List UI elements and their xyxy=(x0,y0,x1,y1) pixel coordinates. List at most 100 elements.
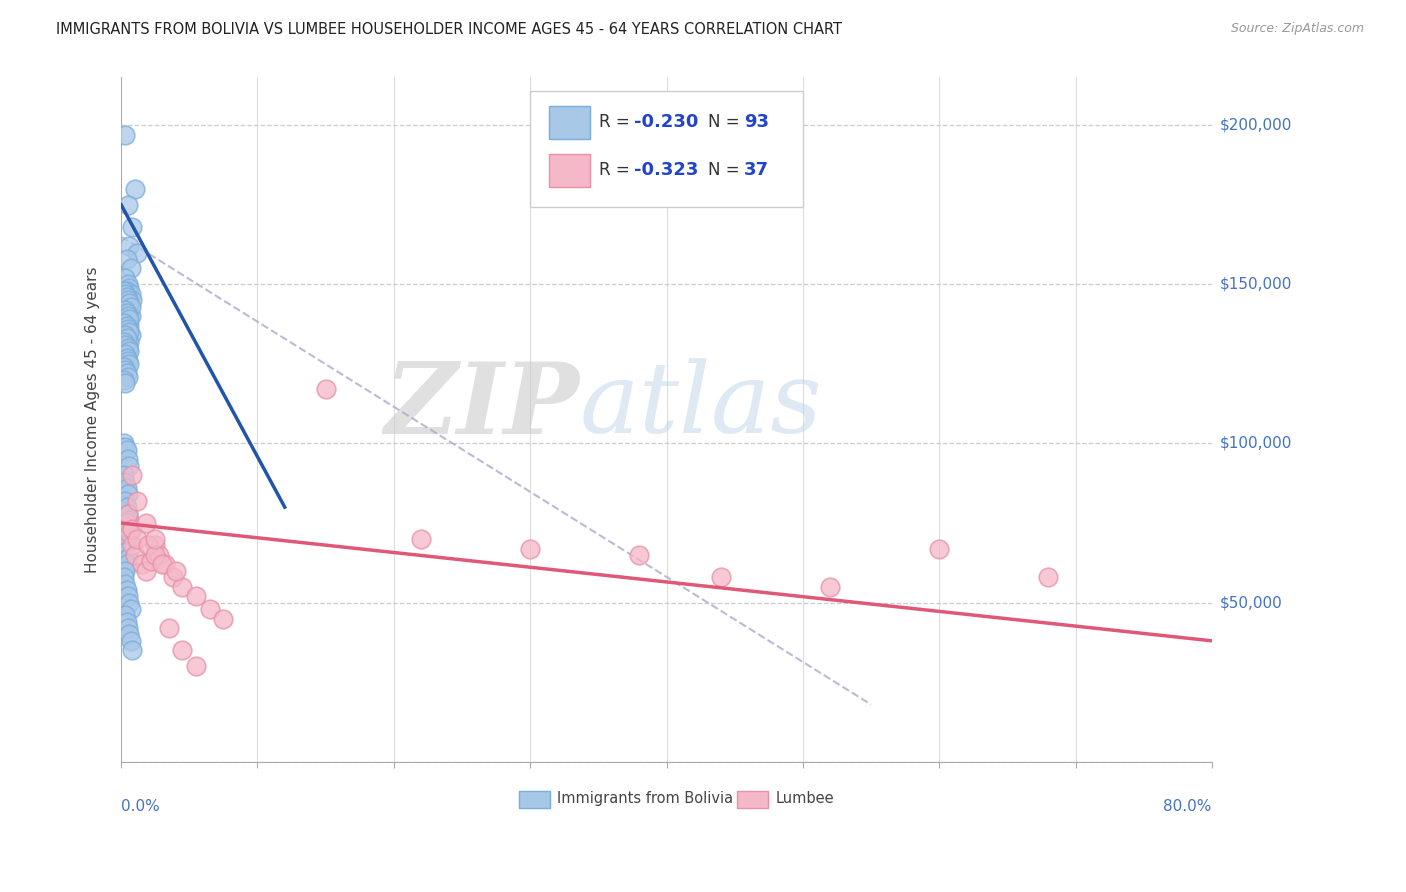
Point xyxy=(118,312,141,326)
Point xyxy=(172,580,194,594)
Point xyxy=(115,367,138,381)
Point xyxy=(112,519,135,533)
Point xyxy=(114,363,136,377)
Text: 37: 37 xyxy=(744,161,769,178)
Point xyxy=(112,334,135,349)
Text: 80.0%: 80.0% xyxy=(1164,799,1212,814)
Point xyxy=(118,344,141,359)
Point xyxy=(124,548,146,562)
Point xyxy=(120,633,142,648)
Point xyxy=(172,643,194,657)
Text: N =: N = xyxy=(709,113,745,131)
Point xyxy=(112,316,135,330)
Point xyxy=(135,516,157,530)
Point xyxy=(115,481,138,495)
Point xyxy=(184,589,207,603)
Point xyxy=(139,554,162,568)
Point xyxy=(143,548,166,562)
Point xyxy=(115,331,138,345)
Point xyxy=(121,468,143,483)
Point xyxy=(120,261,142,276)
Point xyxy=(114,608,136,623)
Point xyxy=(114,576,136,591)
Point xyxy=(114,376,136,390)
Point xyxy=(114,493,136,508)
Point xyxy=(114,347,136,361)
Text: R =: R = xyxy=(599,161,636,178)
Point xyxy=(115,300,138,314)
Point xyxy=(135,564,157,578)
Point xyxy=(115,500,138,515)
Text: $150,000: $150,000 xyxy=(1220,277,1292,292)
Point xyxy=(117,293,139,308)
Point xyxy=(162,570,184,584)
Point xyxy=(115,582,138,597)
Point xyxy=(117,198,139,212)
Point xyxy=(112,538,135,552)
Point xyxy=(117,621,139,635)
Point xyxy=(114,545,136,559)
Point xyxy=(118,525,141,540)
Point xyxy=(118,325,141,339)
Text: atlas: atlas xyxy=(579,359,823,453)
Text: $50,000: $50,000 xyxy=(1220,595,1282,610)
Y-axis label: Householder Income Ages 45 - 64 years: Householder Income Ages 45 - 64 years xyxy=(86,267,100,573)
Point xyxy=(315,383,337,397)
Point xyxy=(148,548,170,562)
Point xyxy=(131,558,153,572)
Text: ZIP: ZIP xyxy=(384,358,579,454)
Point xyxy=(112,436,135,450)
Point xyxy=(409,532,432,546)
Text: N =: N = xyxy=(709,161,745,178)
Point xyxy=(117,589,139,603)
Point xyxy=(114,525,136,540)
Point xyxy=(117,369,139,384)
Point xyxy=(118,627,141,641)
Point xyxy=(138,538,160,552)
Point xyxy=(117,507,139,521)
Text: $200,000: $200,000 xyxy=(1220,118,1292,133)
Point xyxy=(165,564,187,578)
Point xyxy=(115,351,138,365)
Point xyxy=(1038,570,1060,584)
Point xyxy=(117,277,139,292)
Point xyxy=(118,357,141,371)
Point xyxy=(120,300,142,314)
Point xyxy=(114,306,136,320)
Point xyxy=(114,475,136,489)
Point xyxy=(127,245,149,260)
Point xyxy=(114,338,136,352)
FancyBboxPatch shape xyxy=(530,91,803,208)
Point xyxy=(115,442,138,457)
Point xyxy=(157,621,180,635)
Point xyxy=(115,615,138,629)
Point xyxy=(710,570,733,584)
Point xyxy=(120,309,142,323)
Point xyxy=(117,452,139,467)
Point xyxy=(928,541,950,556)
Point xyxy=(117,507,139,521)
Point xyxy=(115,532,138,546)
Point xyxy=(117,353,139,368)
Point xyxy=(115,306,138,320)
Point xyxy=(117,341,139,355)
Point xyxy=(124,182,146,196)
Point xyxy=(115,252,138,266)
Text: 93: 93 xyxy=(744,113,769,131)
Point xyxy=(115,284,138,298)
Point xyxy=(115,331,138,345)
Point xyxy=(118,296,141,310)
Point xyxy=(198,602,221,616)
Point xyxy=(115,516,138,530)
Point xyxy=(120,602,142,616)
Text: Lumbee: Lumbee xyxy=(776,791,834,806)
Text: $100,000: $100,000 xyxy=(1220,436,1292,451)
Point xyxy=(118,334,141,349)
Point xyxy=(117,296,139,310)
Point xyxy=(112,570,135,584)
Point xyxy=(117,551,139,566)
FancyBboxPatch shape xyxy=(737,790,768,807)
Point xyxy=(112,284,135,298)
Point xyxy=(114,564,136,578)
Point xyxy=(120,328,142,343)
